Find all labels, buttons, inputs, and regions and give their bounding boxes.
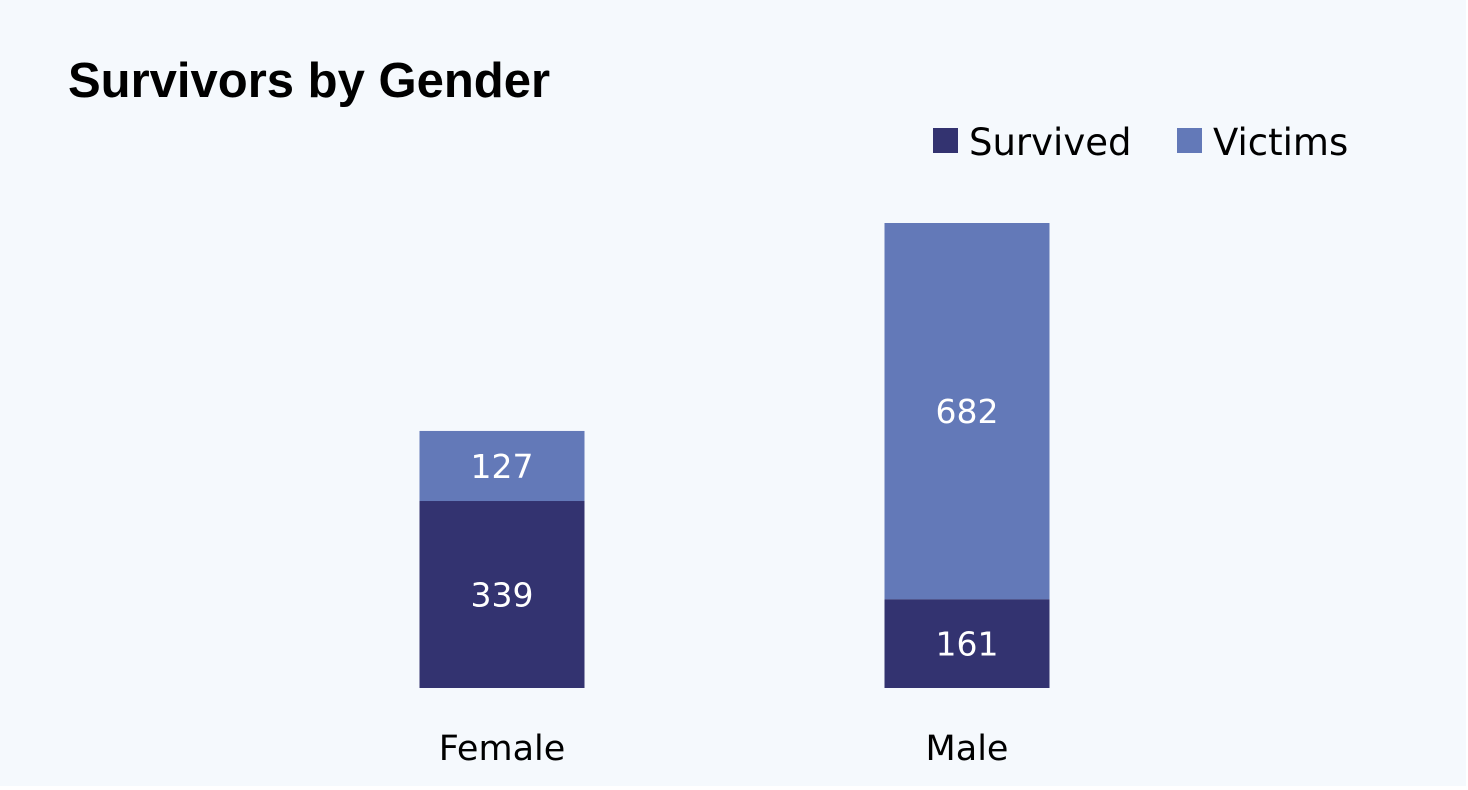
bar-male-victims — [884, 223, 1050, 600]
data-label-female-survived: 339 — [471, 576, 534, 615]
legend-label-victims: Victims — [1213, 121, 1348, 164]
bar-female-victims — [419, 430, 585, 502]
legend-label-survived: Survived — [969, 121, 1131, 164]
legend-swatch-survived — [933, 128, 958, 153]
category-label-female: Female — [439, 729, 566, 769]
bar-male-survived — [884, 599, 1050, 688]
data-label-female-victims: 127 — [471, 447, 534, 486]
legend-swatch-victims — [1177, 128, 1202, 153]
bars: 339 127 161 682 — [419, 223, 1050, 688]
category-labels: Female Male — [439, 729, 1009, 769]
category-label-male: Male — [926, 729, 1009, 769]
data-label-male-survived: 161 — [936, 625, 999, 664]
bar-female-survived — [419, 501, 585, 688]
legend: Survived Victims — [933, 121, 1348, 164]
chart-title: Survivors by Gender — [68, 54, 550, 108]
data-label-male-victims: 682 — [936, 392, 999, 431]
